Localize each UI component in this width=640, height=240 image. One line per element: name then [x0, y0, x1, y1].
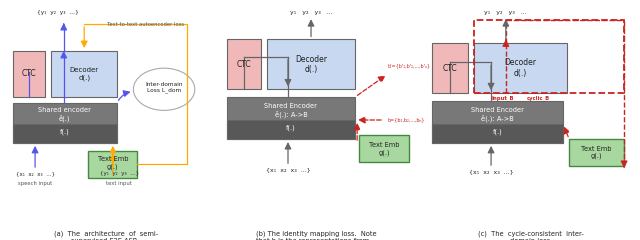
Text: text input: text input	[106, 181, 132, 186]
Text: CTC: CTC	[237, 60, 251, 69]
FancyBboxPatch shape	[432, 101, 563, 143]
FancyBboxPatch shape	[227, 97, 355, 139]
Text: (b) The identity mapping loss.  Note
that b is the representations from
encode s: (b) The identity mapping loss. Note that…	[257, 230, 377, 240]
Text: Text Emb
g(.): Text Emb g(.)	[98, 156, 128, 170]
FancyBboxPatch shape	[13, 103, 117, 143]
Text: (a)  The  architecture  of  semi-
supervised E2E ASR.: (a) The architecture of semi- supervised…	[54, 230, 157, 240]
Text: b'={b'₁,b'₂,...,b'ₙ}: b'={b'₁,b'₂,...,b'ₙ}	[388, 64, 431, 69]
Text: Shared Encoder
ê(.): A->B: Shared Encoder ê(.): A->B	[264, 103, 317, 118]
Text: y₁   y₂   y₃   ...: y₁ y₂ y₃ ...	[290, 10, 332, 15]
Text: Inter-domain
Loss L_dom: Inter-domain Loss L_dom	[145, 82, 183, 93]
Text: {x₁  x₂  x₃  ...}: {x₁ x₂ x₃ ...}	[266, 168, 310, 172]
Text: CTC: CTC	[443, 64, 457, 73]
Text: Decoder
d(.): Decoder d(.)	[295, 55, 327, 74]
Text: Shared Encoder
ê(.): A->B: Shared Encoder ê(.): A->B	[471, 107, 524, 122]
FancyBboxPatch shape	[88, 151, 138, 178]
Text: Text Emb
g(.): Text Emb g(.)	[369, 142, 399, 156]
FancyBboxPatch shape	[13, 124, 117, 143]
Text: cyclic_B: cyclic_B	[527, 95, 550, 101]
Text: {y₁  y₂  y₃  ...}: {y₁ y₂ y₃ ...}	[100, 171, 138, 176]
Text: b={b₁,b₂,...,bₙ}: b={b₁,b₂,...,bₙ}	[388, 118, 426, 122]
Text: Shared encoder
ê(.): Shared encoder ê(.)	[38, 107, 92, 122]
FancyBboxPatch shape	[359, 135, 409, 162]
Text: f(.): f(.)	[60, 128, 70, 135]
Ellipse shape	[133, 68, 195, 110]
Text: {x₁  x₂  x₃  ...}: {x₁ x₂ x₃ ...}	[15, 171, 54, 176]
Text: {x₁  x₂  x₃  ...}: {x₁ x₂ x₃ ...}	[468, 169, 513, 174]
FancyBboxPatch shape	[267, 39, 355, 89]
Text: y₁   y₂   y₃   ...: y₁ y₂ y₃ ...	[484, 10, 527, 15]
Text: CTC: CTC	[22, 69, 36, 78]
Text: Text-to-text autoencoder loss: Text-to-text autoencoder loss	[107, 22, 184, 26]
FancyBboxPatch shape	[569, 139, 624, 166]
FancyBboxPatch shape	[432, 124, 563, 143]
Text: Decoder
d(.): Decoder d(.)	[505, 59, 537, 78]
Text: {y₁  y₂  y₃  ...}: {y₁ y₂ y₃ ...}	[36, 10, 79, 15]
FancyBboxPatch shape	[432, 43, 468, 93]
Text: f(.): f(.)	[493, 128, 502, 135]
Text: f(.): f(.)	[286, 124, 296, 131]
Text: Text Emb
g(.): Text Emb g(.)	[581, 146, 612, 159]
FancyBboxPatch shape	[227, 39, 261, 89]
FancyBboxPatch shape	[227, 120, 355, 139]
FancyBboxPatch shape	[51, 51, 117, 97]
FancyBboxPatch shape	[474, 43, 567, 93]
Text: Decoder
d(.): Decoder d(.)	[70, 67, 99, 81]
FancyBboxPatch shape	[13, 51, 45, 97]
Text: (c)  The  cycle-consistent  inter-
domain loss.: (c) The cycle-consistent inter- domain l…	[478, 230, 584, 240]
Text: speech input: speech input	[18, 181, 52, 186]
Text: Input_B: Input_B	[491, 95, 513, 101]
